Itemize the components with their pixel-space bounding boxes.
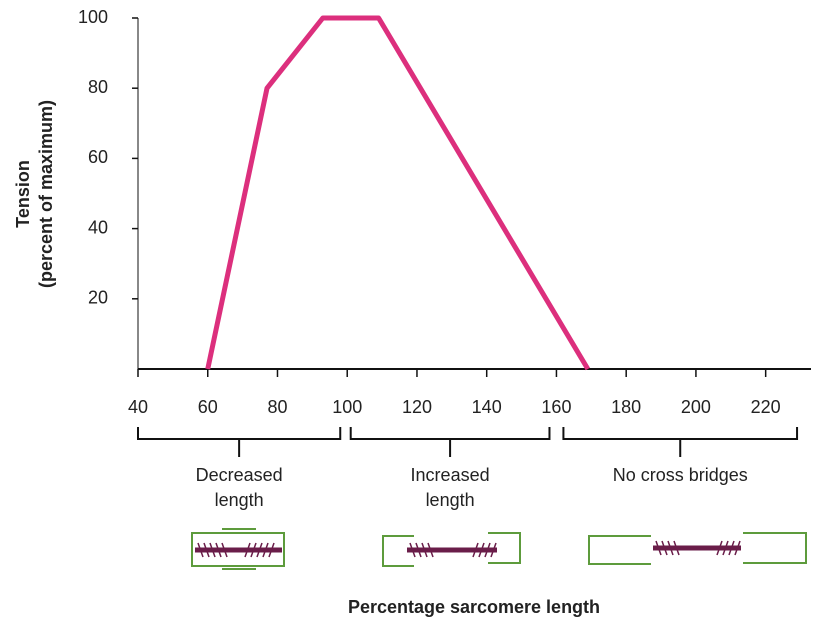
x-axis-label: Percentage sarcomere length <box>348 597 600 617</box>
x-tick-label: 160 <box>541 397 571 417</box>
y-axis-label: (percent of maximum) <box>36 100 56 288</box>
y-tick-label: 60 <box>88 147 108 167</box>
bracket-label: Increased <box>411 465 490 485</box>
bracket-label: No cross bridges <box>613 465 748 485</box>
y-axis-label: Tension <box>13 160 33 228</box>
bracket <box>349 427 551 457</box>
x-tick-label: 100 <box>332 397 362 417</box>
bracket <box>137 427 342 457</box>
y-tick-label: 20 <box>88 288 108 308</box>
bracket-label: length <box>426 490 475 510</box>
y-tick-label: 100 <box>78 7 108 27</box>
bracket-label: Decreased <box>196 465 283 485</box>
bracket <box>562 427 799 457</box>
bracket-label: length <box>215 490 264 510</box>
x-tick-label: 220 <box>751 397 781 417</box>
x-tick-label: 60 <box>198 397 218 417</box>
x-tick-label: 80 <box>267 397 287 417</box>
x-tick-label: 40 <box>128 397 148 417</box>
data-line <box>205 15 590 371</box>
sarcomere-diagrams <box>191 528 807 570</box>
x-tick-label: 120 <box>402 397 432 417</box>
x-tick-label: 140 <box>472 397 502 417</box>
x-tick-label: 200 <box>681 397 711 417</box>
x-tick-label: 180 <box>611 397 641 417</box>
y-tick-label: 40 <box>88 217 108 237</box>
y-tick-label: 80 <box>88 77 108 97</box>
